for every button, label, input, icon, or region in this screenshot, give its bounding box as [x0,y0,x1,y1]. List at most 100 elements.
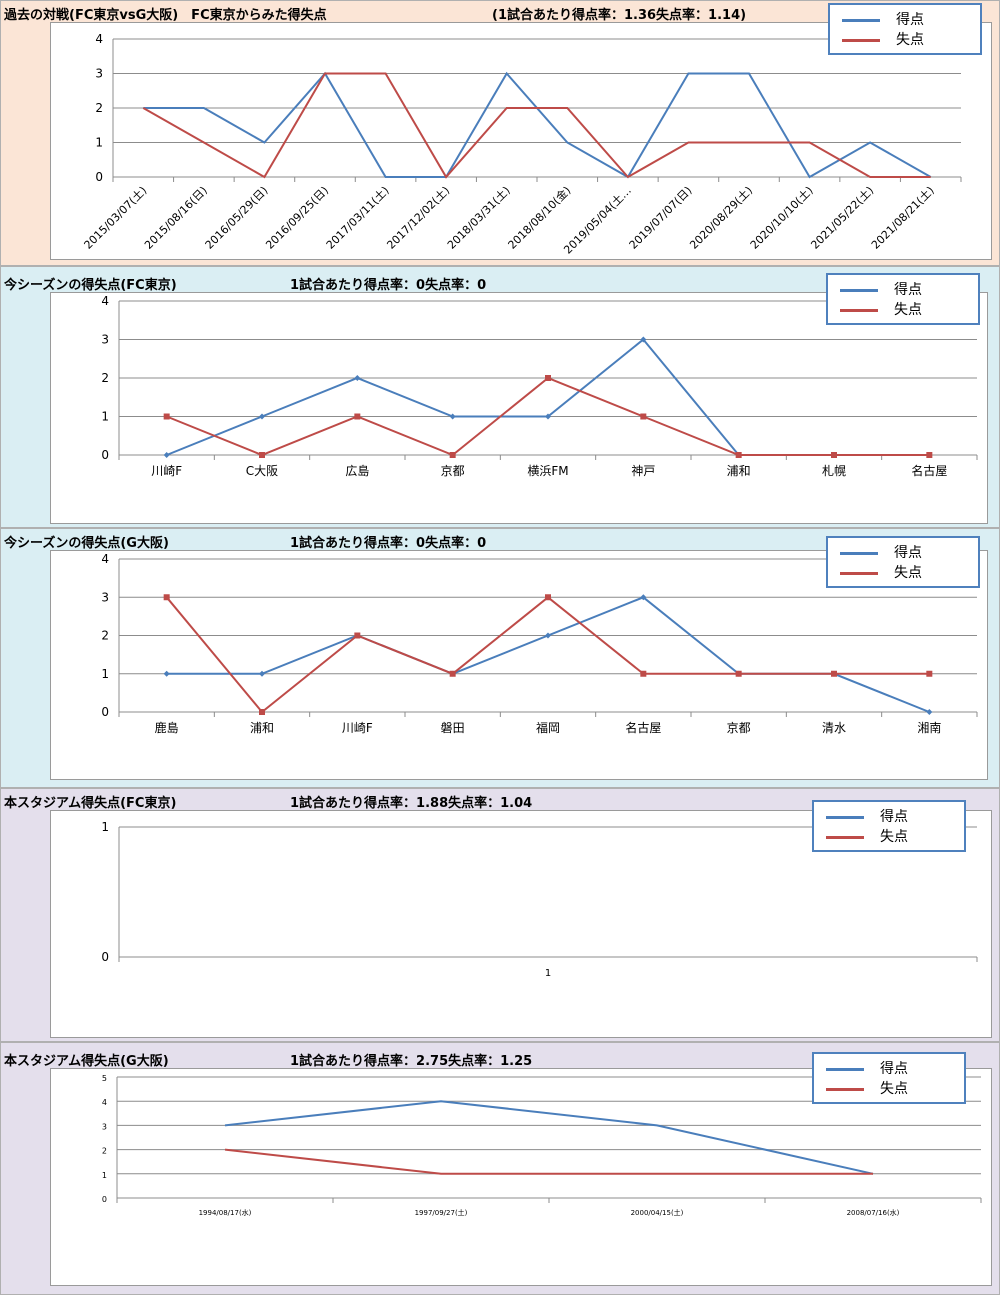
x-category-label: 広島 [345,463,369,478]
y-tick-label: 1 [102,1171,107,1180]
y-tick-label: 3 [101,590,109,604]
conceded-point [259,709,265,715]
x-category-label: C大阪 [246,464,278,478]
conceded-point [163,594,170,601]
score-line-swatch [826,1068,864,1071]
x-category-label: 札幌 [822,463,846,478]
conceded-point [449,452,456,458]
chart-legend: 得点 失点 [812,1052,966,1104]
conceded-point [354,413,361,420]
score-point [259,670,265,677]
score-point [545,632,551,639]
score-line-swatch [840,289,878,292]
y-tick-label: 0 [101,705,109,719]
legend-label: 得点 [894,282,922,298]
legend-item-score: 得点 [830,10,980,30]
y-tick-label: 3 [101,333,109,347]
x-category-label: 2021/05/22(土) [808,184,876,252]
conceded-point [926,670,933,677]
conceded-point [640,670,647,677]
y-tick-label: 0 [101,448,109,462]
panel-title: 本スタジアム得失点(G大阪) [4,1054,169,1069]
chart-area: 0 1 2 3 4 2015/03/07(土) 2015/08/16(日) 2016/05/2… [50,22,992,260]
score-point [259,413,265,420]
y-tick-label: 2 [102,1147,107,1156]
y-tick-label: 0 [101,950,109,964]
x-category-label: 京都 [441,464,465,478]
y-tick-label: 0 [95,170,103,184]
line-chart-season-fc-tokyo: 0 1 2 3 4 川崎F C大阪 広島 京都 横浜FM 神戸 浦和 札幌 名古屋 [101,294,978,478]
legend-item-score: 得点 [828,543,978,563]
legend-item-conceded: 失点 [814,1079,964,1099]
line-chart-past-matches: 0 1 2 3 4 2015/03/07(土)2015/08/16(日)2016/05/2… [82,32,962,257]
legend-label: 失点 [880,829,908,845]
x-category-label: 鹿島 [155,720,179,735]
x-category-label: 2019/07/07(日) [627,184,695,252]
conceded-series-line [224,1148,873,1175]
x-category-label: 2020/10/10(土) [748,184,816,252]
conceded-point [640,413,647,420]
conceded-series-line [165,596,930,714]
legend-label: 得点 [880,809,908,825]
panel-title: 今シーズンの得失点(FC東京) [4,278,177,293]
y-tick-label: 2 [101,629,109,643]
legend-label: 得点 [894,545,922,561]
x-category-label: 1997/09/27(土) [415,1208,468,1217]
score-point [449,413,456,420]
x-category-label: 2016/05/29(日) [203,184,271,252]
panel-rate: 1試合あたり得点率：0失点率：0 [290,536,487,551]
panel-rate: 1試合あたり得点率：0失点率：0 [290,278,487,293]
x-category-label: 1 [545,968,551,979]
panel-rate: 1試合あたり得点率：2.75失点率：1.25 [290,1054,533,1069]
conceded-line-swatch [842,39,880,42]
y-tick-label: 4 [95,32,103,46]
score-line-swatch [826,816,864,819]
x-category-label: 名古屋 [911,463,947,478]
score-series-line [166,596,930,713]
panel-rate: (1試合あたり得点率：1.36失点率：1.14) [492,8,747,23]
x-category-label: 2021/08/21(土) [869,184,937,252]
chart-legend: 得点 失点 [826,536,980,588]
chart-area: 0 1 2 3 4 5 1994/08/17(水) 1997/09/27(土) 2000/04/… [50,1068,992,1286]
chart-area: 0 1 2 3 4 川崎F C大阪 広島 京都 横浜FM 神戸 浦和 札幌 名古屋 [50,292,988,524]
x-category-label: 浦和 [727,464,751,478]
y-tick-label: 1 [101,667,109,681]
score-series-line [166,338,740,456]
x-category-label: 1994/08/17(水) [199,1208,252,1217]
legend-item-score: 得点 [828,280,978,300]
score-point [163,452,170,458]
x-category-label: 川崎F [151,464,182,478]
y-tick-label: 1 [95,136,103,150]
y-tick-label: 4 [101,294,109,308]
y-tick-label: 0 [102,1195,107,1204]
score-point [163,670,170,677]
x-category-label: 2018/03/31(土) [445,184,513,252]
score-point [354,375,361,381]
conceded-point [449,670,456,677]
conceded-point [545,375,551,381]
legend-item-conceded: 失点 [828,563,978,583]
legend-item-conceded: 失点 [830,30,980,50]
x-category-label: 横浜FM [527,464,568,478]
score-series-line [143,71,932,179]
score-point [640,594,647,601]
legend-label: 失点 [896,32,924,48]
x-category-label: 2017/03/11(土) [324,184,392,252]
x-category-label: 2018/08/10(金) [505,183,574,252]
conceded-point [735,670,742,677]
x-category-label: 名古屋 [625,720,661,735]
score-series-line [224,1100,874,1175]
conceded-series-line [142,72,931,179]
score-line-swatch [840,552,878,555]
x-category-label: 清水 [822,721,846,735]
x-category-label: 2015/08/16(日) [142,184,210,252]
y-tick-label: 1 [101,410,109,424]
x-category-label: 浦和 [250,721,274,735]
y-tick-label: 2 [95,101,103,115]
score-point [545,413,551,420]
x-category-label: 2019/05/04(土… [561,184,634,257]
chart-legend: 得点 失点 [812,800,966,852]
panel-title: 本スタジアム得失点(FC東京) [4,796,177,811]
y-tick-label: 2 [101,371,109,385]
y-tick-label: 5 [102,1074,107,1083]
